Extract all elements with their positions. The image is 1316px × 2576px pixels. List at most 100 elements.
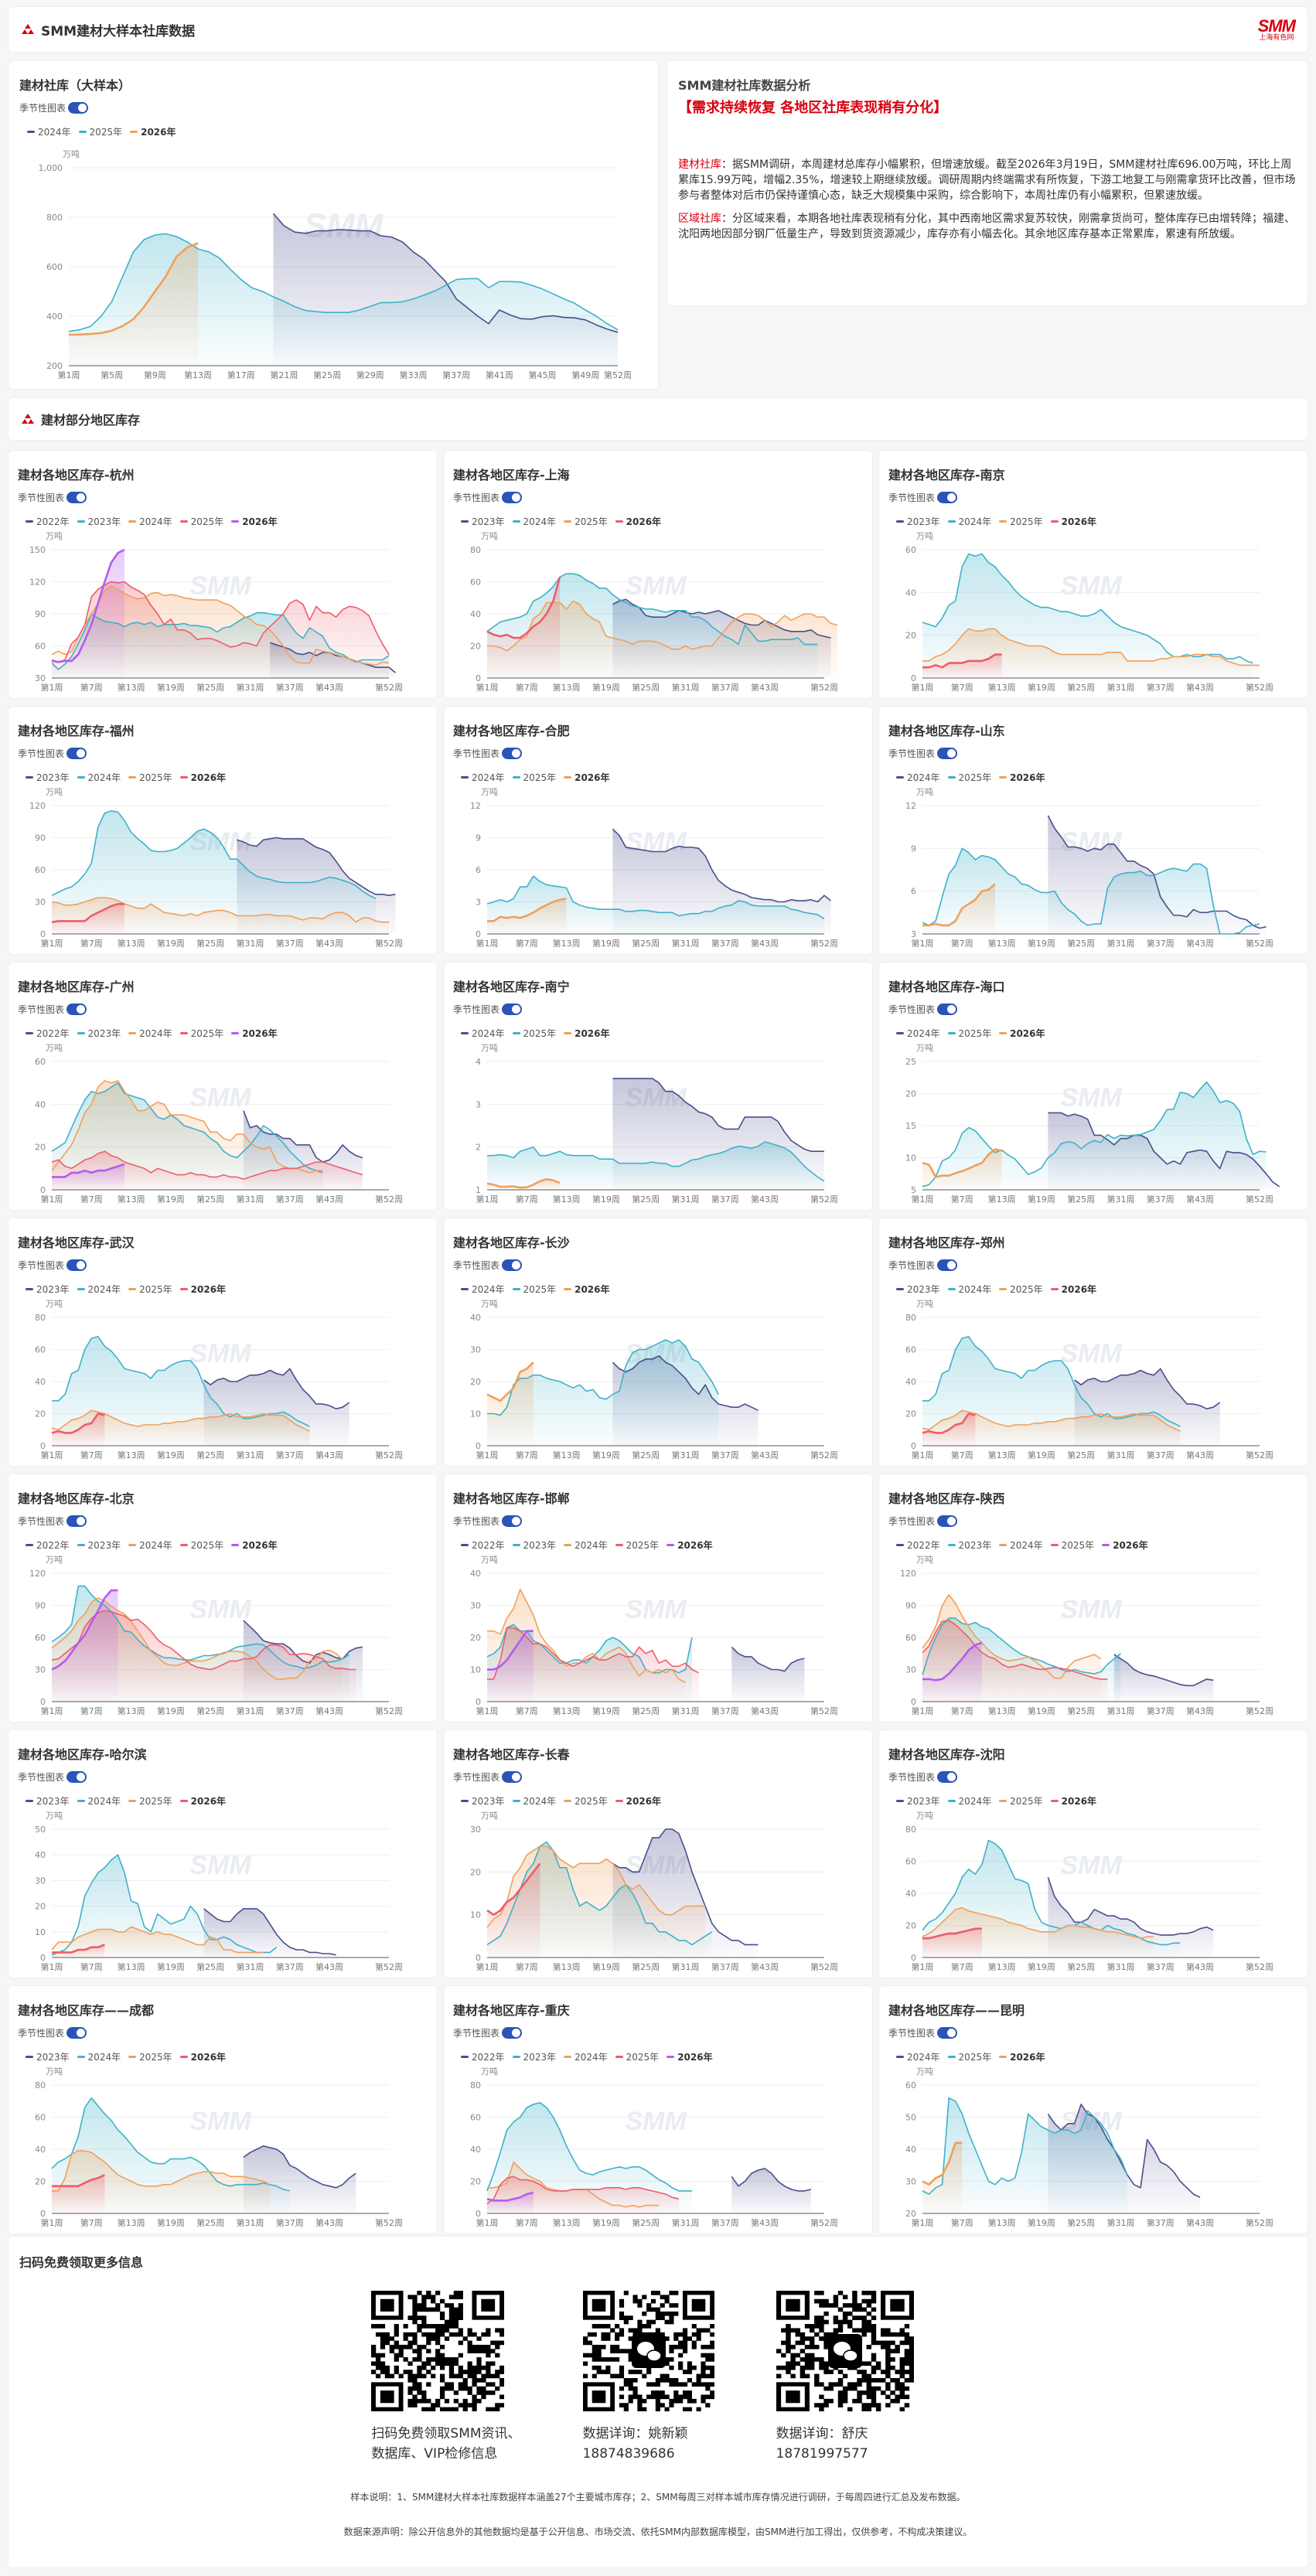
series-line-2023年[interactable] — [486, 1624, 693, 1674]
seasonal-toggle[interactable] — [937, 1771, 958, 1783]
legend-item[interactable]: 2026年 — [999, 1027, 1045, 1040]
legend-item[interactable]: 2025年 — [1050, 1538, 1094, 1552]
legend-item[interactable]: 2024年 — [512, 515, 556, 528]
series-line-2025年[interactable] — [922, 1081, 1267, 1187]
legend-item[interactable]: 2026年 — [231, 1538, 278, 1552]
seasonal-toggle[interactable] — [937, 2027, 958, 2039]
series-line-2026年[interactable] — [486, 576, 561, 639]
legend-item[interactable]: 2025年 — [128, 1794, 172, 1808]
series-line-2022年[interactable] — [731, 1646, 805, 1672]
series-line-2024年[interactable] — [487, 1588, 686, 1683]
seasonal-toggle[interactable] — [937, 1515, 958, 1527]
series-line-2026年[interactable] — [486, 1177, 561, 1189]
series-line-2024年[interactable] — [612, 828, 832, 903]
series-line-2024年[interactable] — [922, 553, 1253, 664]
legend-item[interactable]: 2022年 — [26, 1027, 70, 1040]
legend-item[interactable]: 2024年 — [27, 125, 71, 138]
series-line-2025年[interactable] — [68, 233, 619, 332]
legend-item[interactable]: 2023年 — [77, 515, 121, 528]
series-line-2025年[interactable] — [922, 628, 1260, 666]
series-line-2023年[interactable] — [1074, 1368, 1221, 1410]
legend-item[interactable]: 2024年 — [896, 2050, 940, 2063]
series-line-2025年[interactable] — [922, 1409, 1181, 1433]
series-line-2024年[interactable] — [1047, 815, 1267, 929]
series-line-2025年[interactable] — [51, 1150, 363, 1180]
series-line-2024年[interactable] — [1048, 1112, 1280, 1187]
series-line-2022年[interactable] — [243, 1110, 363, 1163]
seasonal-toggle[interactable] — [502, 748, 523, 759]
series-line-2024年[interactable] — [612, 1355, 759, 1412]
legend-item[interactable]: 2024年 — [128, 515, 172, 528]
legend-item[interactable]: 2023年 — [896, 1794, 940, 1808]
series-line-2026年[interactable] — [51, 1412, 105, 1434]
series-line-2024年[interactable] — [51, 1596, 343, 1680]
series-line-2024年[interactable] — [51, 2097, 290, 2192]
legend-item[interactable]: 2024年 — [564, 2050, 608, 2063]
series-line-2023年[interactable] — [203, 1908, 336, 1956]
legend-item[interactable]: 2025年 — [999, 1283, 1043, 1296]
series-line-2022年[interactable] — [1113, 1654, 1214, 1687]
legend-item[interactable]: 2024年 — [77, 1794, 121, 1808]
series-line-2025年[interactable] — [486, 875, 825, 920]
seasonal-toggle[interactable] — [937, 1259, 958, 1271]
series-line-2025年[interactable] — [486, 1845, 706, 1928]
legend-item[interactable]: 2026年 — [999, 771, 1045, 784]
legend-item[interactable]: 2025年 — [947, 771, 991, 784]
legend-item[interactable]: 2023年 — [26, 2050, 70, 2063]
seasonal-toggle[interactable] — [66, 1003, 87, 1015]
legend-item[interactable]: 2026年 — [615, 1794, 661, 1808]
series-line-2026年[interactable] — [51, 1589, 118, 1671]
legend-item[interactable]: 2024年 — [896, 771, 940, 784]
series-line-2026年[interactable] — [486, 1862, 541, 1916]
series-line-2024年[interactable] — [612, 1078, 824, 1152]
smm-logo[interactable]: SMM 上海有色网 — [1258, 17, 1296, 42]
series-line-2025年[interactable] — [487, 600, 838, 652]
legend-item[interactable]: 2022年 — [896, 1538, 940, 1552]
series-line-2025年[interactable] — [51, 897, 389, 923]
series-line-2026年[interactable] — [51, 548, 125, 663]
series-line-2023年[interactable] — [612, 1828, 759, 1946]
legend-item[interactable]: 2026年 — [179, 1794, 226, 1808]
series-line-2025年[interactable] — [51, 1409, 310, 1433]
series-line-2026年[interactable] — [52, 1163, 125, 1178]
legend-item[interactable]: 2025年 — [999, 515, 1043, 528]
legend-item[interactable]: 2024年 — [947, 515, 991, 528]
legend-item[interactable]: 2026年 — [667, 2050, 713, 2063]
legend-item[interactable]: 2024年 — [77, 2050, 121, 2063]
series-line-2024年[interactable] — [51, 1080, 323, 1174]
series-line-2025年[interactable] — [487, 1141, 825, 1182]
legend-item[interactable]: 2024年 — [999, 1538, 1043, 1552]
legend-item[interactable]: 2025年 — [564, 515, 608, 528]
series-line-2026年[interactable] — [922, 1927, 982, 1940]
legend-item[interactable]: 2024年 — [512, 1794, 556, 1808]
series-line-2023年[interactable] — [612, 598, 831, 639]
legend-item[interactable]: 2026年 — [231, 515, 278, 528]
legend-item[interactable]: 2024年 — [947, 1794, 991, 1808]
series-line-2026年[interactable] — [68, 242, 199, 336]
seasonal-toggle[interactable] — [66, 1515, 87, 1527]
series-line-2024年[interactable] — [486, 573, 818, 646]
legend-item[interactable]: 2026年 — [179, 771, 226, 784]
series-line-2026年[interactable] — [51, 903, 124, 924]
legend-item[interactable]: 2026年 — [667, 1538, 713, 1552]
series-line-2025年[interactable] — [922, 1906, 1154, 1939]
legend-item[interactable]: 2023年 — [512, 1538, 556, 1552]
legend-item[interactable]: 2022年 — [461, 2050, 505, 2063]
series-line-2025年[interactable] — [487, 1339, 719, 1416]
legend-item[interactable]: 2025年 — [615, 1538, 659, 1552]
legend-item[interactable]: 2025年 — [78, 125, 122, 138]
series-line-2026年[interactable] — [922, 1412, 976, 1434]
legend-item[interactable]: 2026年 — [179, 1283, 226, 1296]
series-line-2025年[interactable] — [51, 1610, 356, 1671]
series-line-2024年[interactable] — [922, 1839, 1181, 1946]
seasonal-toggle[interactable] — [502, 1771, 523, 1783]
series-line-2025年[interactable] — [922, 2097, 1128, 2195]
legend-item[interactable]: 2023年 — [26, 771, 70, 784]
legend-item[interactable]: 2024年 — [128, 1538, 172, 1552]
legend-item[interactable]: 2024年 — [564, 1538, 608, 1552]
seasonal-toggle[interactable] — [937, 1003, 958, 1015]
series-line-2024年[interactable] — [51, 810, 377, 900]
wechat-qr-code-icon[interactable] — [582, 2291, 714, 2411]
series-line-2024年[interactable] — [272, 213, 619, 333]
qr-code-icon[interactable] — [371, 2291, 505, 2411]
